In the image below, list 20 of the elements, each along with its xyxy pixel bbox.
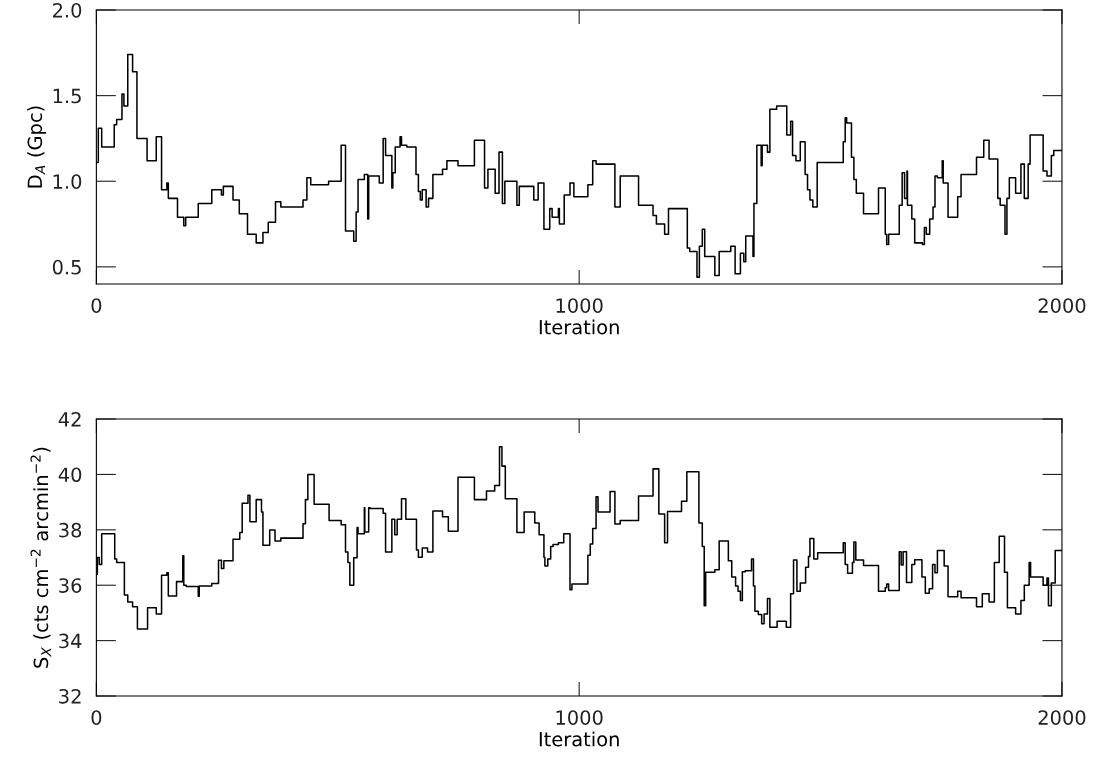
x-tick-label: 0 (91, 298, 102, 313)
y-tick-label: 2.0 (53, 2, 82, 18)
x-tick-label: 0 (91, 710, 102, 725)
y-tick-label: 40 (58, 467, 82, 483)
y-tick-label: 42 (58, 411, 81, 427)
y-tick-label: 1.5 (53, 88, 81, 104)
x-tick-label: 2000 (1038, 298, 1086, 313)
x-tick-label: 1000 (556, 298, 603, 313)
x-axis-title: Iteration (539, 319, 619, 335)
y-tick-label: 1.0 (53, 174, 82, 189)
y-axis-title: S$_{X}$ (cts cm$^{−2}$ arcmin$^{−2}$) (30, 447, 52, 668)
x-tick-label: 2000 (1038, 710, 1086, 725)
x-axis-title: Iteration (539, 731, 619, 747)
y-tick-label: 36 (59, 578, 82, 593)
y-tick-label: 34 (59, 633, 82, 649)
y-tick-label: 32 (59, 688, 81, 704)
x-tick-label: 1000 (556, 710, 603, 725)
y-tick-label: 38 (59, 522, 82, 538)
y-axis-title: D$_{A}$ (Gpc) (27, 106, 46, 188)
y-tick-label: 0.5 (52, 259, 81, 275)
